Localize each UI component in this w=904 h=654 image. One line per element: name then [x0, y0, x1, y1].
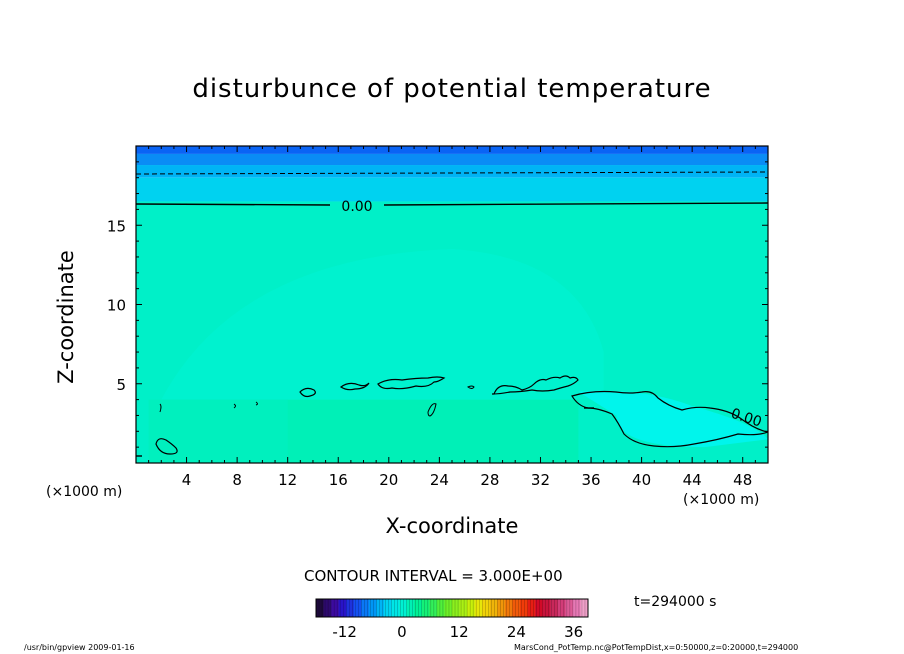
x-axis-label: X-coordinate: [385, 514, 519, 538]
colorbar-swatch: [376, 599, 385, 617]
x-tick-label: 16: [329, 471, 348, 489]
y-tick-label: 5: [116, 376, 126, 394]
colorbar-swatch: [527, 599, 536, 617]
colorbar-swatch: [482, 599, 491, 617]
colorbar-swatch: [353, 599, 362, 617]
contour-blob: [233, 403, 236, 409]
colorbar: -12 0 12 24 36: [315, 598, 589, 641]
colorbar-swatch: [452, 599, 460, 617]
field-warm-region: [287, 399, 579, 463]
colorbar-swatch: [512, 599, 521, 617]
colorbar-swatch: [338, 599, 347, 617]
colorbar-swatch: [467, 599, 475, 617]
colorbar-swatch: [459, 599, 468, 617]
field-band: [136, 177, 768, 202]
colorbar-swatch: [557, 599, 566, 617]
colorbar-swatch: [384, 599, 392, 617]
field-band: [136, 146, 768, 154]
contour-blob-large: [571, 390, 768, 448]
x-tick-label: 36: [581, 471, 600, 489]
contour-blob: [467, 385, 475, 389]
x-tick-label: 32: [531, 471, 550, 489]
x-tick-label: 28: [480, 471, 499, 489]
field-band: [136, 165, 768, 178]
contour-blob: [155, 438, 178, 455]
colorbar-tick-label: 0: [397, 623, 407, 641]
contour-blob: [255, 401, 258, 406]
colorbar-frame: [315, 598, 589, 618]
colorbar-swatch: [520, 599, 528, 617]
field-warm-region: [148, 399, 288, 463]
colorbar-swatch: [361, 599, 370, 617]
footer-left: /usr/bin/gpview 2009-01-16: [24, 643, 135, 652]
colorbar-swatch: [346, 599, 355, 617]
field-band: [136, 153, 768, 166]
potential-temperature-field: [136, 146, 768, 463]
contour-blob: [377, 376, 446, 390]
colorbar-swatch: [316, 599, 324, 617]
colorbar-swatch: [474, 599, 483, 617]
colorbar-swatch: [497, 599, 506, 617]
colorbar-tick-label: 36: [564, 623, 583, 641]
colorbar-swatch: [572, 599, 581, 617]
contour-blob: [159, 403, 162, 413]
colorbar-tick-label: -12: [332, 623, 357, 641]
colorbar-swatch: [436, 599, 445, 617]
contour-dashed-top: [136, 171, 768, 175]
field-cool-region: [161, 249, 604, 400]
colorbar-swatch: [368, 599, 377, 617]
colorbar-swatch: [323, 599, 332, 617]
colorbar-swatch: [429, 599, 438, 617]
contour-label: 0.00: [341, 199, 372, 215]
x-tick-label: 8: [232, 471, 242, 489]
contour-blob: [427, 403, 437, 417]
footer-right: MarsCond_PotTemp.nc@PotTempDist,x=0:5000…: [514, 643, 799, 652]
colorbar-swatch: [421, 599, 430, 617]
colorbar-swatch: [406, 599, 415, 617]
colorbar-swatch: [489, 599, 498, 617]
x-tick-label: 20: [379, 471, 398, 489]
colorbar-tick-label: 12: [450, 623, 469, 641]
colorbar-tick-label: 24: [507, 623, 526, 641]
field-cool-region: [578, 390, 768, 448]
x-tick-label: 40: [632, 471, 651, 489]
x-tick-label: 4: [182, 471, 192, 489]
contour-blob: [491, 375, 579, 395]
chart-title: disturbunce of potential temperature: [192, 74, 712, 104]
colorbar-swatch: [580, 599, 589, 617]
colorbar-swatch: [550, 599, 559, 617]
colorbar-swatch: [414, 599, 423, 617]
colorbar-swatch: [565, 599, 574, 617]
x-axis-unit-right: (×1000 m): [683, 492, 760, 508]
colorbar-swatch: [535, 599, 543, 617]
x-tick-label: 12: [278, 471, 297, 489]
x-tick-label: 48: [733, 471, 752, 489]
contour-blob: [339, 382, 370, 391]
time-label: t=294000 s: [634, 594, 717, 610]
contour-interval-text: CONTOUR INTERVAL = 3.000E+00: [304, 567, 563, 585]
x-tick-label: 24: [430, 471, 449, 489]
y-tick-label: 10: [107, 297, 126, 315]
y-tick-label: 15: [107, 217, 126, 235]
x-tick-label: 44: [683, 471, 702, 489]
contour-zero-top: [136, 202, 768, 206]
colorbar-swatch: [399, 599, 407, 617]
colorbar-swatch: [331, 599, 339, 617]
contour-lines: [136, 171, 768, 457]
colorbar-swatch: [391, 599, 400, 617]
contour-blob: [299, 387, 316, 398]
colorbar-swatch: [542, 599, 551, 617]
y-axis-label: Z-coordinate: [54, 250, 78, 384]
colorbar-swatch: [504, 599, 513, 617]
x-axis-unit-left: (×1000 m): [46, 484, 123, 500]
colorbar-swatch: [444, 599, 453, 617]
